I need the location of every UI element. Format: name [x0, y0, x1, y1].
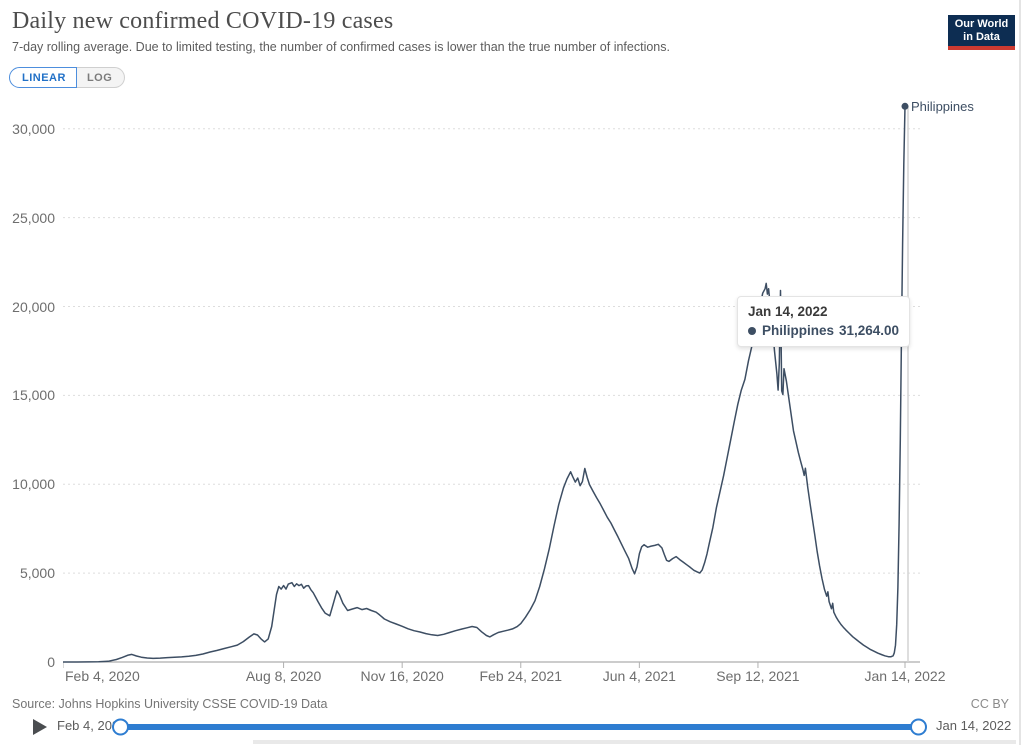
x-tick-label: Feb 24, 2021 — [479, 668, 563, 684]
y-tick-label: 10,000 — [12, 476, 55, 493]
timeline-end-label: Jan 14, 2022 — [936, 718, 1012, 733]
tooltip-date: Jan 14, 2022 — [748, 304, 828, 319]
timeline-start-handle[interactable] — [112, 718, 129, 736]
tooltip-row: Philippines 31,264.00 — [748, 323, 899, 338]
page-title: Daily new confirmed COVID-19 cases — [12, 8, 394, 34]
y-tick-label: 15,000 — [12, 387, 55, 404]
y-tick-label: 5,000 — [19, 565, 55, 582]
data-point-marker — [901, 102, 909, 110]
owid-logo-accent-bar — [948, 46, 1015, 50]
owid-logo-line1: Our World — [954, 18, 1009, 30]
license-link[interactable]: CC BY — [970, 697, 1009, 711]
chart-plot-area[interactable] — [63, 95, 923, 680]
table-top-edge — [253, 740, 1016, 744]
chart-subtitle: 7-day rolling average. Due to limited te… — [12, 40, 670, 54]
x-tick-label: Jan 14, 2022 — [864, 668, 946, 684]
x-tick-label: Nov 16, 2020 — [360, 668, 444, 684]
vertical-scrollbar[interactable] — [1019, 0, 1021, 745]
y-tick-label: 30,000 — [12, 120, 55, 137]
owid-logo[interactable]: Our World in Data — [948, 15, 1015, 50]
log-button[interactable]: LOG — [76, 67, 126, 88]
tooltip: Jan 14, 2022 Philippines 31,264.00 — [737, 296, 910, 347]
series-dot-icon — [748, 326, 756, 335]
owid-logo-line2: in Data — [963, 31, 1000, 43]
scale-toggle: LINEAR LOG — [9, 67, 126, 88]
x-tick-label: Feb 4, 2020 — [65, 668, 140, 684]
timeline-end-handle[interactable] — [910, 718, 927, 736]
linear-button[interactable]: LINEAR — [9, 67, 77, 88]
timeline-start-label: Feb 4, 2020 — [57, 718, 127, 733]
source-attribution: Source: Johns Hopkins University CSSE CO… — [12, 697, 328, 711]
timeline: Feb 4, 2020 Jan 14, 2022 — [0, 714, 1023, 740]
tooltip-series-value: 31,264.00 — [838, 323, 899, 338]
x-tick-label: Aug 8, 2020 — [245, 668, 322, 684]
series-end-label: Philippines — [911, 99, 974, 115]
play-icon[interactable] — [33, 719, 47, 735]
tooltip-series-name: Philippines — [762, 323, 835, 338]
timeline-slider-track[interactable] — [112, 718, 927, 736]
y-tick-label: 0 — [47, 654, 55, 670]
y-tick-label: 20,000 — [12, 298, 55, 315]
series-line-philippines — [63, 105, 906, 663]
x-tick-label: Jun 4, 2021 — [602, 668, 676, 684]
x-tick-label: Sep 12, 2021 — [716, 668, 800, 684]
y-tick-label: 25,000 — [12, 209, 55, 226]
